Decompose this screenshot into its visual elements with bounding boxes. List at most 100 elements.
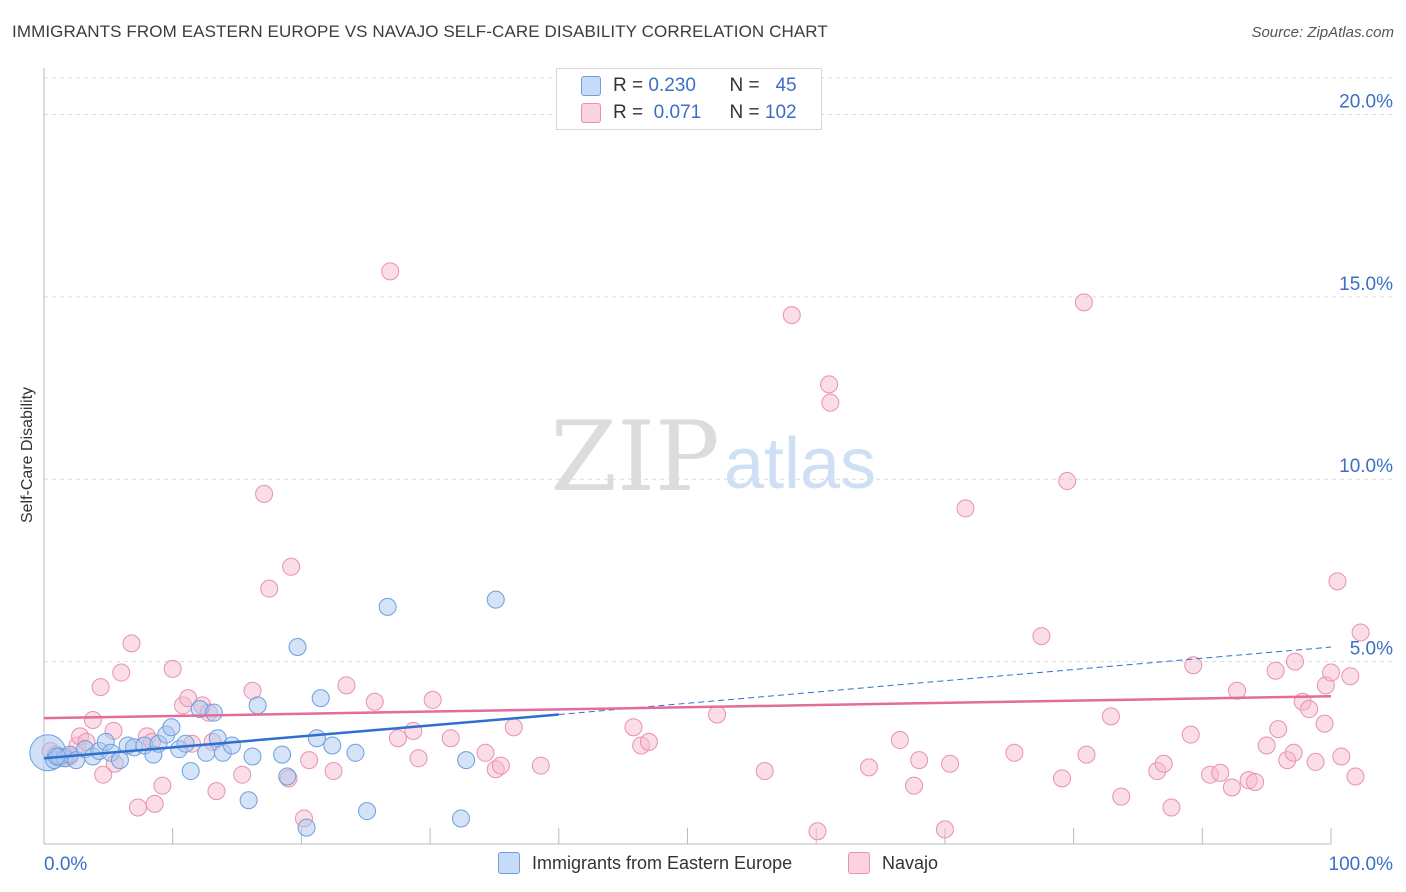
navajo-point: [145, 794, 164, 813]
legend-r-value: 0.230: [648, 75, 696, 96]
navajo-point: [94, 765, 113, 784]
y-tick-label: 5.0%: [1350, 639, 1393, 660]
legend-n-label: N =: [729, 102, 760, 123]
navajo-point: [1077, 745, 1096, 764]
navajo-point: [163, 659, 182, 678]
immigrants-point: [346, 743, 365, 762]
watermark: ZIP atlas: [550, 401, 876, 513]
trend-layer: [43, 646, 1332, 760]
navajo-point: [910, 751, 929, 770]
legend-n-label: N =: [729, 75, 760, 96]
navajo-point: [890, 731, 909, 750]
immigrants-point: [311, 689, 330, 708]
immigrants-point: [297, 818, 316, 837]
grid-layer: [44, 77, 1395, 663]
navajo-point: [755, 762, 774, 781]
navajo-point: [808, 822, 827, 841]
navajo-point: [381, 262, 400, 281]
legend-swatch-blue: [498, 852, 520, 874]
x-tick-label-max: 100.0%: [1329, 854, 1394, 875]
navajo-point: [179, 689, 198, 708]
immigrants-point: [176, 734, 195, 753]
navajo-point: [1074, 293, 1093, 312]
navajo-point: [1246, 772, 1265, 791]
navajo-point: [1266, 661, 1285, 680]
legend-r-label: R =: [613, 75, 644, 96]
immigrants-point: [181, 762, 200, 781]
immigrants-trend-line: [43, 713, 559, 760]
navajo-point: [300, 751, 319, 770]
immigrants-point: [273, 745, 292, 764]
navajo-point: [91, 678, 110, 697]
navajo-point: [1181, 725, 1200, 744]
navajo-point: [1222, 778, 1241, 797]
navajo-point: [782, 306, 801, 325]
navajo-point: [639, 732, 658, 751]
navajo-point: [324, 762, 343, 781]
navajo-point: [935, 820, 954, 839]
x-tick-label-min: 0.0%: [44, 854, 87, 875]
tick-labels: 5.0% 10.0% 15.0% 20.0% 0.0% 100.0%: [44, 91, 1393, 875]
navajo-point: [1284, 743, 1303, 762]
navajo-point: [1184, 656, 1203, 675]
legend-r-value: 0.071: [653, 102, 702, 123]
points-layer: [29, 262, 1370, 841]
navajo-point: [260, 579, 279, 598]
navajo-point: [404, 721, 423, 740]
immigrants-point: [288, 638, 307, 657]
navajo-point: [282, 557, 301, 576]
navajo-point: [859, 758, 878, 777]
immigrants-point: [243, 747, 262, 766]
immigrants-point: [204, 703, 223, 722]
y-tick-label: 10.0%: [1339, 456, 1393, 477]
navajo-point: [112, 663, 131, 682]
immigrants-point: [323, 736, 342, 755]
navajo-point: [1341, 667, 1360, 686]
navajo-point: [941, 754, 960, 773]
navajo-point: [1032, 627, 1051, 646]
navajo-point: [504, 718, 523, 737]
immigrants-point: [222, 736, 241, 755]
navajo-point: [1300, 700, 1319, 719]
immigrants-point: [248, 696, 267, 715]
navajo-point: [1154, 754, 1173, 773]
immigrants-point: [239, 791, 258, 810]
immigrants-point: [457, 751, 476, 770]
navajo-point: [1322, 663, 1340, 682]
navajo-point: [83, 710, 102, 729]
immigrants-point: [278, 767, 297, 786]
series-legend: Immigrants from Eastern Europe Navajo: [0, 852, 1406, 878]
navajo-point: [1328, 572, 1347, 591]
immigrants-point: [358, 802, 377, 821]
navajo-point: [491, 756, 510, 775]
navajo-point: [1332, 747, 1351, 766]
navajo-point: [1346, 767, 1365, 786]
axis-layer: [43, 68, 1332, 845]
y-tick-label: 20.0%: [1339, 91, 1393, 112]
legend-item-immigrants: Immigrants from Eastern Europe: [498, 852, 792, 874]
navajo-trend-line: [43, 695, 1332, 720]
navajo-point: [1053, 769, 1072, 788]
navajo-point: [337, 676, 356, 695]
immigrants-point: [197, 743, 216, 762]
navajo-point: [1005, 743, 1024, 762]
navajo-point: [441, 729, 460, 748]
legend-swatch-blue: [581, 76, 601, 96]
navajo-point: [1162, 798, 1181, 817]
navajo-point: [255, 484, 274, 503]
legend-r-label: R =: [613, 102, 644, 123]
immigrants-point: [378, 597, 397, 616]
navajo-point: [1315, 714, 1334, 733]
navajo-point: [1101, 707, 1120, 726]
legend-n-value: 45: [775, 75, 797, 96]
correlation-legend: R = 0.230 N = 45 R = 0.071 N = 102: [556, 68, 822, 130]
legend-row-navajo: R = 0.071 N = 102: [581, 100, 797, 126]
navajo-point: [1211, 763, 1230, 782]
navajo-point: [1269, 720, 1288, 739]
navajo-point: [531, 756, 550, 775]
navajo-point: [820, 375, 839, 394]
legend-row-immigrants: R = 0.230 N = 45: [581, 73, 797, 99]
navajo-point: [708, 705, 727, 724]
legend-item-navajo: Navajo: [848, 852, 938, 874]
